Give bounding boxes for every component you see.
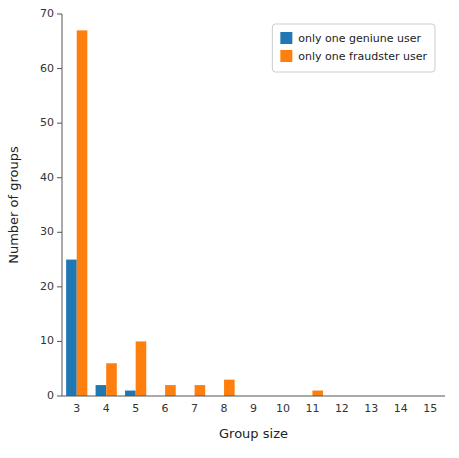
x-tick-label: 11 bbox=[305, 402, 319, 415]
bar bbox=[66, 260, 77, 396]
bar bbox=[136, 341, 147, 396]
x-tick-label: 13 bbox=[364, 402, 378, 415]
x-tick-label: 4 bbox=[103, 402, 110, 415]
x-tick-label: 10 bbox=[276, 402, 290, 415]
bar bbox=[106, 363, 117, 396]
x-tick-label: 3 bbox=[73, 402, 80, 415]
chart-svg: 0 10 20 30 40 50 60 70 3 4 5 6 7 8 9 10 11 12 13 14 15 Group … bbox=[0, 0, 459, 458]
y-tick bbox=[57, 341, 62, 342]
bar bbox=[195, 385, 206, 396]
bar bbox=[125, 391, 136, 396]
y-tick bbox=[57, 68, 62, 69]
bar bbox=[96, 385, 107, 396]
y-tick-label: 20 bbox=[40, 280, 54, 293]
y-tick-label: 0 bbox=[47, 389, 54, 402]
y-axis: 0 10 20 30 40 50 60 70 bbox=[40, 7, 62, 402]
legend-label: only one geniune user bbox=[298, 32, 421, 45]
y-tick bbox=[57, 177, 62, 178]
y-tick-label: 30 bbox=[40, 225, 54, 238]
legend-swatch bbox=[280, 50, 292, 62]
y-tick-label: 60 bbox=[40, 62, 54, 75]
y-tick-label: 40 bbox=[40, 171, 54, 184]
legend-swatch bbox=[280, 32, 292, 44]
y-tick bbox=[57, 396, 62, 397]
x-axis: 3 4 5 6 7 8 9 10 11 12 13 14 15 bbox=[73, 402, 437, 415]
chart-container: 0 10 20 30 40 50 60 70 3 4 5 6 7 8 9 10 11 12 13 14 15 Group … bbox=[0, 0, 459, 458]
y-tick bbox=[57, 123, 62, 124]
x-tick-label: 15 bbox=[423, 402, 437, 415]
bars bbox=[66, 30, 323, 396]
y-tick bbox=[57, 286, 62, 287]
legend-box bbox=[272, 24, 435, 72]
x-tick-label: 7 bbox=[191, 402, 198, 415]
bar bbox=[312, 391, 323, 396]
x-axis-line bbox=[62, 396, 445, 397]
y-axis-line bbox=[62, 14, 63, 396]
bar bbox=[77, 30, 88, 396]
x-axis-label: Group size bbox=[219, 426, 288, 441]
bar bbox=[165, 385, 176, 396]
bar bbox=[224, 380, 235, 396]
x-tick-label: 12 bbox=[335, 402, 349, 415]
y-axis-label: Number of groups bbox=[6, 146, 21, 264]
y-tick bbox=[57, 232, 62, 233]
legend-label: only one fraudster user bbox=[298, 50, 427, 63]
y-tick-label: 50 bbox=[40, 116, 54, 129]
legend: only one geniune user only one fraudster … bbox=[272, 24, 435, 72]
y-tick-label: 10 bbox=[40, 334, 54, 347]
y-tick-label: 70 bbox=[40, 7, 54, 20]
x-tick-label: 9 bbox=[250, 402, 257, 415]
x-tick-label: 6 bbox=[162, 402, 169, 415]
y-tick bbox=[57, 14, 62, 15]
x-tick-label: 8 bbox=[221, 402, 228, 415]
x-tick-label: 5 bbox=[132, 402, 139, 415]
x-tick-label: 14 bbox=[394, 402, 408, 415]
